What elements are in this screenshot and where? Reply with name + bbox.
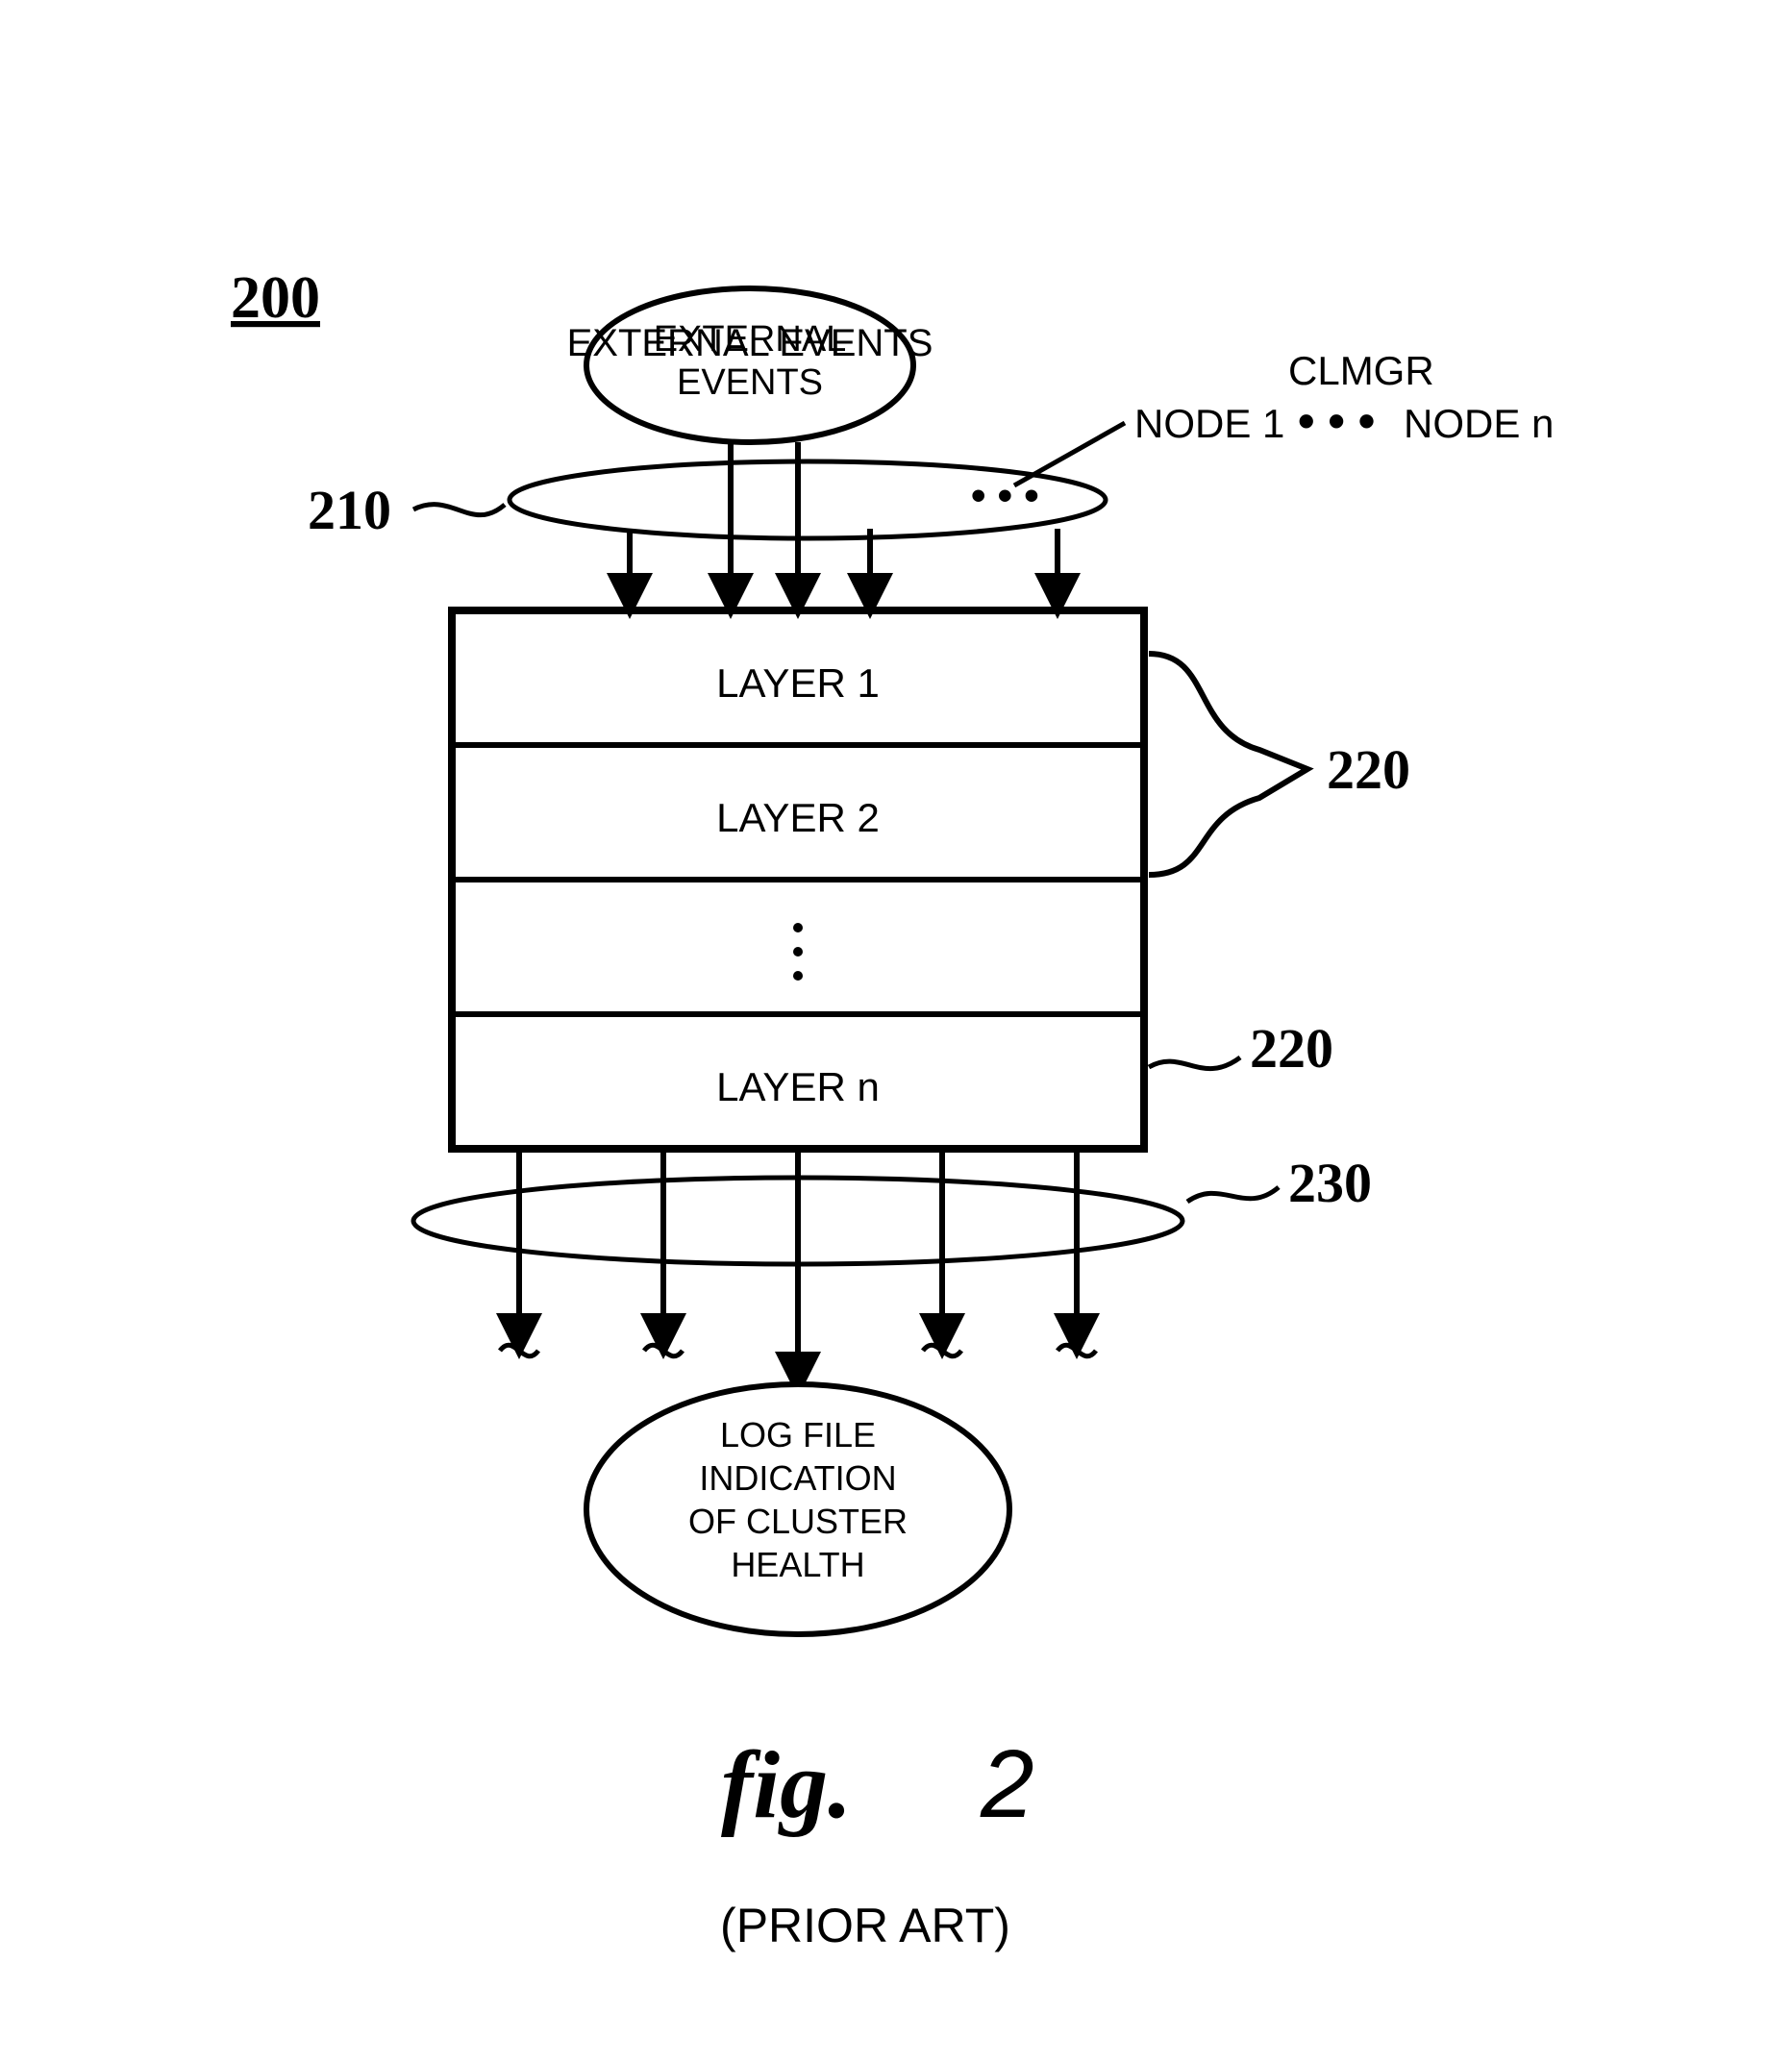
layer-n-label: LAYER n: [716, 1064, 880, 1109]
ref-230-leader: [1187, 1187, 1279, 1202]
clmgr-title: CLMGR: [1288, 348, 1434, 393]
external-events-text-bottom: EVENTS: [677, 362, 823, 403]
ref-210-leader: [413, 505, 505, 515]
brace-220-upper: [1149, 654, 1307, 875]
layer-1-label: LAYER 1: [716, 660, 880, 706]
layer-dots-2: [793, 947, 803, 957]
log-line1: LOG FILE: [720, 1415, 876, 1454]
ref-220a: 220: [1327, 738, 1410, 801]
caption-num: 2: [980, 1730, 1034, 1838]
diagram-root: 200 EXTERNAL EVENTS EXTERNAL EVENTS CLMG…: [0, 0, 1792, 2063]
ref-230: 230: [1288, 1152, 1372, 1214]
prior-art: (PRIOR ART): [720, 1899, 1010, 1952]
layer-dots-1: [793, 923, 803, 932]
log-line3: OF CLUSTER: [688, 1502, 908, 1541]
top-ellipse-dots: • • •: [971, 472, 1039, 519]
caption-fig: fig.: [721, 1731, 852, 1838]
clmgr-node1: NODE 1: [1134, 401, 1284, 446]
external-events-text-top: EXTERNAL: [654, 319, 847, 360]
figure-number: 200: [231, 265, 320, 331]
ref-220b: 220: [1250, 1017, 1333, 1080]
layer-dots-3: [793, 971, 803, 981]
log-line4: HEALTH: [731, 1545, 864, 1584]
log-line2: INDICATION: [699, 1458, 896, 1498]
ref-220b-leader: [1149, 1057, 1240, 1069]
clmgr-noden: NODE n: [1404, 401, 1554, 446]
layer-2-label: LAYER 2: [716, 795, 880, 840]
clmgr-dots: • • •: [1298, 394, 1375, 448]
ref-210: 210: [308, 479, 391, 541]
